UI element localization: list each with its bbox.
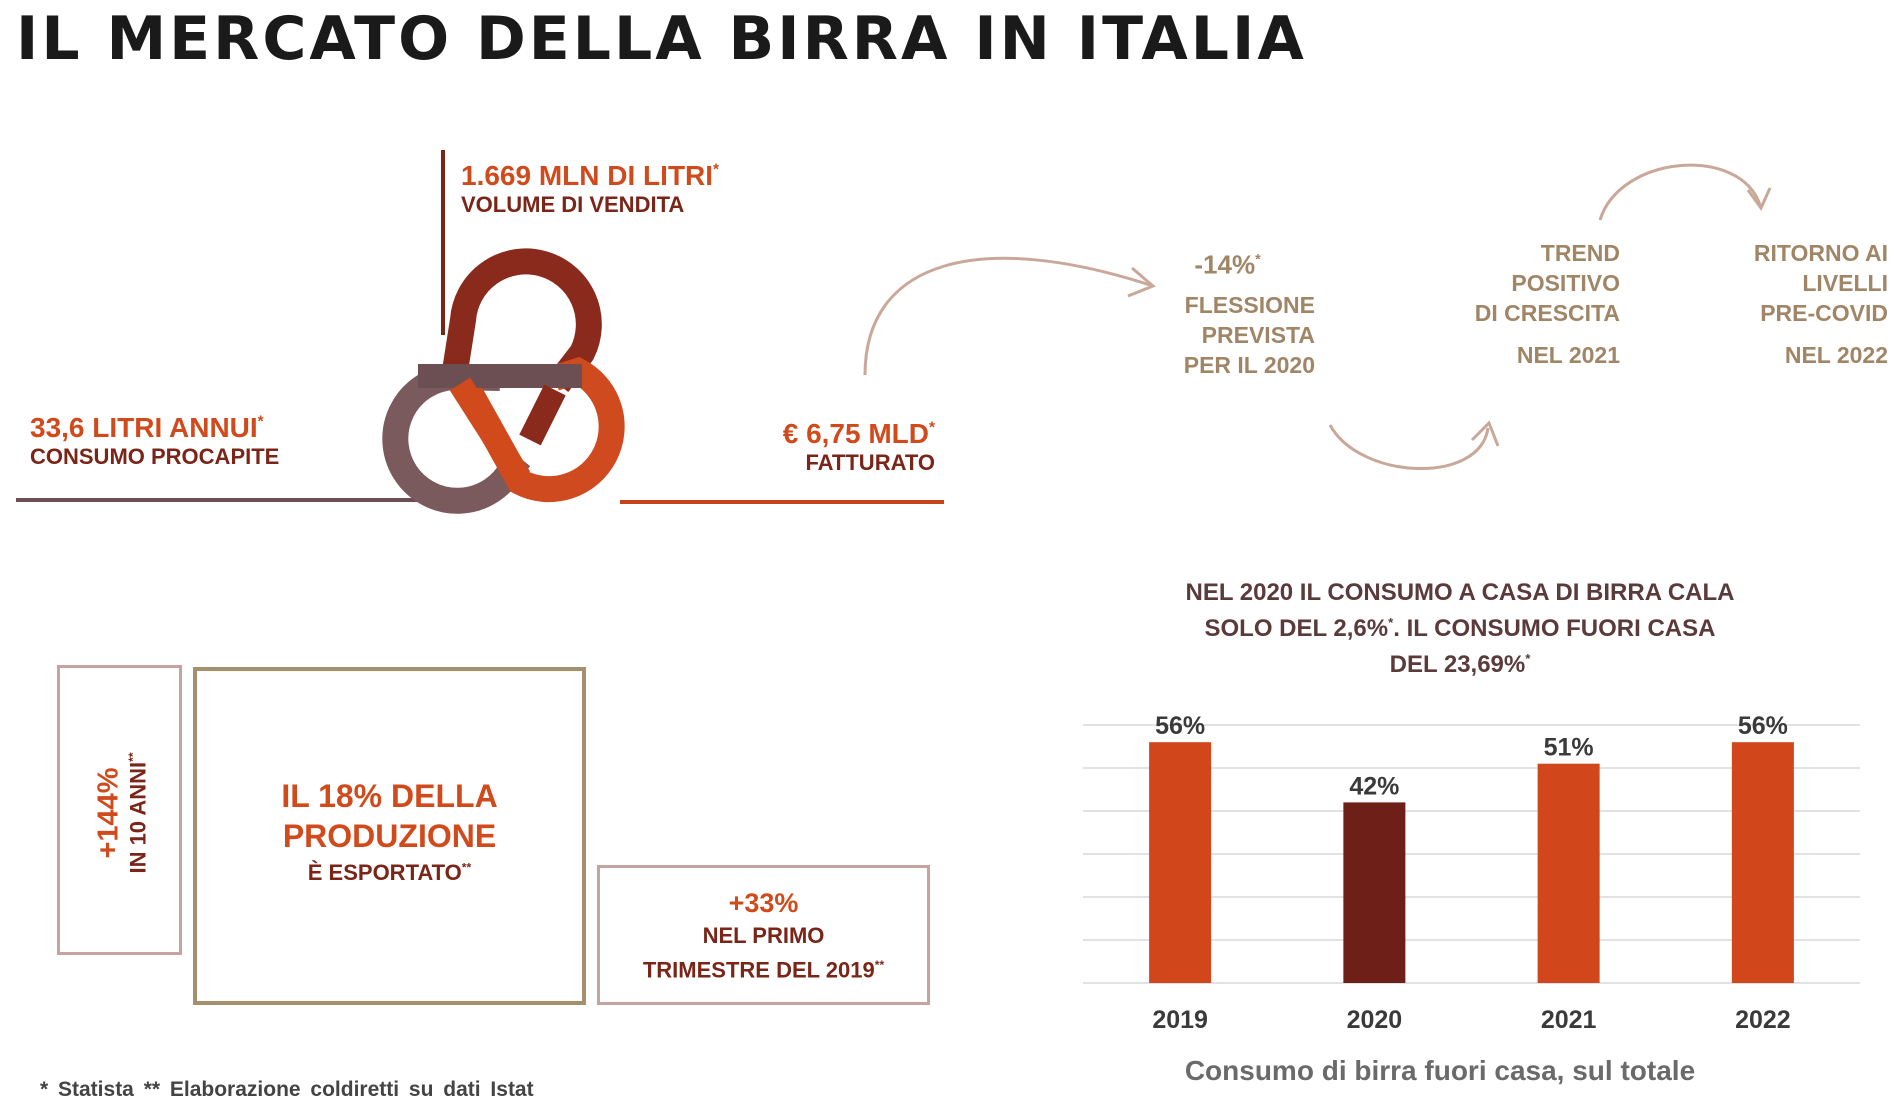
bar-2022 bbox=[1731, 742, 1794, 983]
trend-step-2022: RITORNO AI LIVELLI PRE-COVID NEL 2022 bbox=[1753, 240, 1888, 368]
chart-x-axis-label: Consumo di birra fuori casa, sul totale bbox=[1184, 1055, 1696, 1086]
quarter-box: +33% NEL PRIMO TRIMESTRE DEL 2019** bbox=[597, 865, 930, 1005]
x-tick-2022: 2022 bbox=[1735, 1006, 1791, 1034]
quarter-line-2: TRIMESTRE DEL 2019** bbox=[642, 957, 885, 983]
x-tick-2021: 2021 bbox=[1541, 1006, 1597, 1034]
data-label-2019: 56% bbox=[1155, 712, 1205, 740]
data-label-2021: 51% bbox=[1544, 734, 1594, 762]
arrow-1-icon bbox=[863, 256, 1151, 376]
knot-loop-left bbox=[382, 363, 531, 514]
volume-label: VOLUME DI VENDITA bbox=[461, 192, 685, 217]
revenue-label: FATTURATO bbox=[805, 450, 935, 475]
knot-loop-top bbox=[439, 248, 602, 393]
bar-2019 bbox=[1149, 742, 1212, 983]
bar-2021 bbox=[1537, 763, 1600, 983]
x-tick-2019: 2019 bbox=[1152, 1006, 1208, 1034]
export-box: IL 18% DELLA PRODUZIONE È ESPORTATO** bbox=[193, 667, 586, 1005]
trend-step-2020: -14%* FLESSIONE PREVISTA PER IL 2020 bbox=[1183, 249, 1315, 378]
trefoil-knot-graphic bbox=[16, 150, 944, 514]
footnote: * Statista ** Elaborazione coldiretti su… bbox=[40, 1078, 534, 1101]
revenue-value: € 6,75 MLD* bbox=[782, 418, 935, 449]
consumption-label: CONSUMO PROCAPITE bbox=[30, 444, 280, 469]
quarter-value: +33% bbox=[728, 888, 799, 918]
x-tick-2020: 2020 bbox=[1347, 1006, 1403, 1034]
consumption-value: 33,6 LITRI ANNUI* bbox=[30, 412, 264, 443]
export-line-3: È ESPORTATO** bbox=[307, 860, 472, 885]
chart-heading: NEL 2020 IL CONSUMO A CASA DI BIRRA CALA… bbox=[1185, 579, 1735, 678]
data-label-2020: 42% bbox=[1349, 772, 1399, 800]
bar-chart: 56% 2019 42% 2020 51% 2021 56% 2022 bbox=[1083, 712, 1860, 1034]
quarter-line-1: NEL PRIMO bbox=[702, 923, 825, 948]
export-line-1: IL 18% DELLA bbox=[281, 778, 498, 814]
growth-value: +144% bbox=[92, 767, 125, 859]
growth-box: +144% IN 10 ANNI** bbox=[57, 665, 182, 955]
page-title: IL MERCATO DELLA BIRRA IN ITALIA bbox=[16, 4, 1307, 74]
trend-step-2021: TREND POSITIVO DI CRESCITA NEL 2021 bbox=[1474, 240, 1620, 368]
knot-loop-right bbox=[451, 357, 625, 503]
trend-arrows bbox=[863, 163, 1772, 470]
arrow-3-icon bbox=[1598, 163, 1762, 221]
export-line-2: PRODUZIONE bbox=[282, 818, 497, 854]
arrow-2-icon bbox=[1328, 424, 1490, 470]
volume-value: 1.669 MLN DI LITRI* bbox=[461, 160, 720, 191]
growth-label: IN 10 ANNI** bbox=[125, 752, 151, 874]
data-label-2022: 56% bbox=[1738, 712, 1788, 740]
bar-2020 bbox=[1343, 802, 1406, 983]
